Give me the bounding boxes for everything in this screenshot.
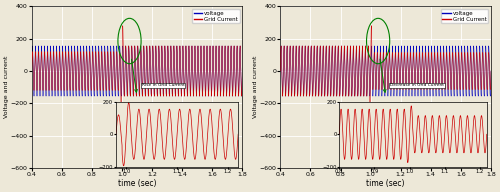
Y-axis label: Voltage and current: Voltage and current <box>253 56 258 118</box>
X-axis label: time (sec): time (sec) <box>118 179 156 188</box>
Y-axis label: Voltage and current: Voltage and current <box>4 56 9 118</box>
Legend: voltage, Grid Current: voltage, Grid Current <box>192 9 240 23</box>
X-axis label: time (sec): time (sec) <box>366 179 405 188</box>
Text: Decrease in Grid Current: Decrease in Grid Current <box>390 83 444 87</box>
Text: Rise in Grid Current: Rise in Grid Current <box>142 83 184 87</box>
Legend: voltage, Grid Current: voltage, Grid Current <box>440 9 488 23</box>
